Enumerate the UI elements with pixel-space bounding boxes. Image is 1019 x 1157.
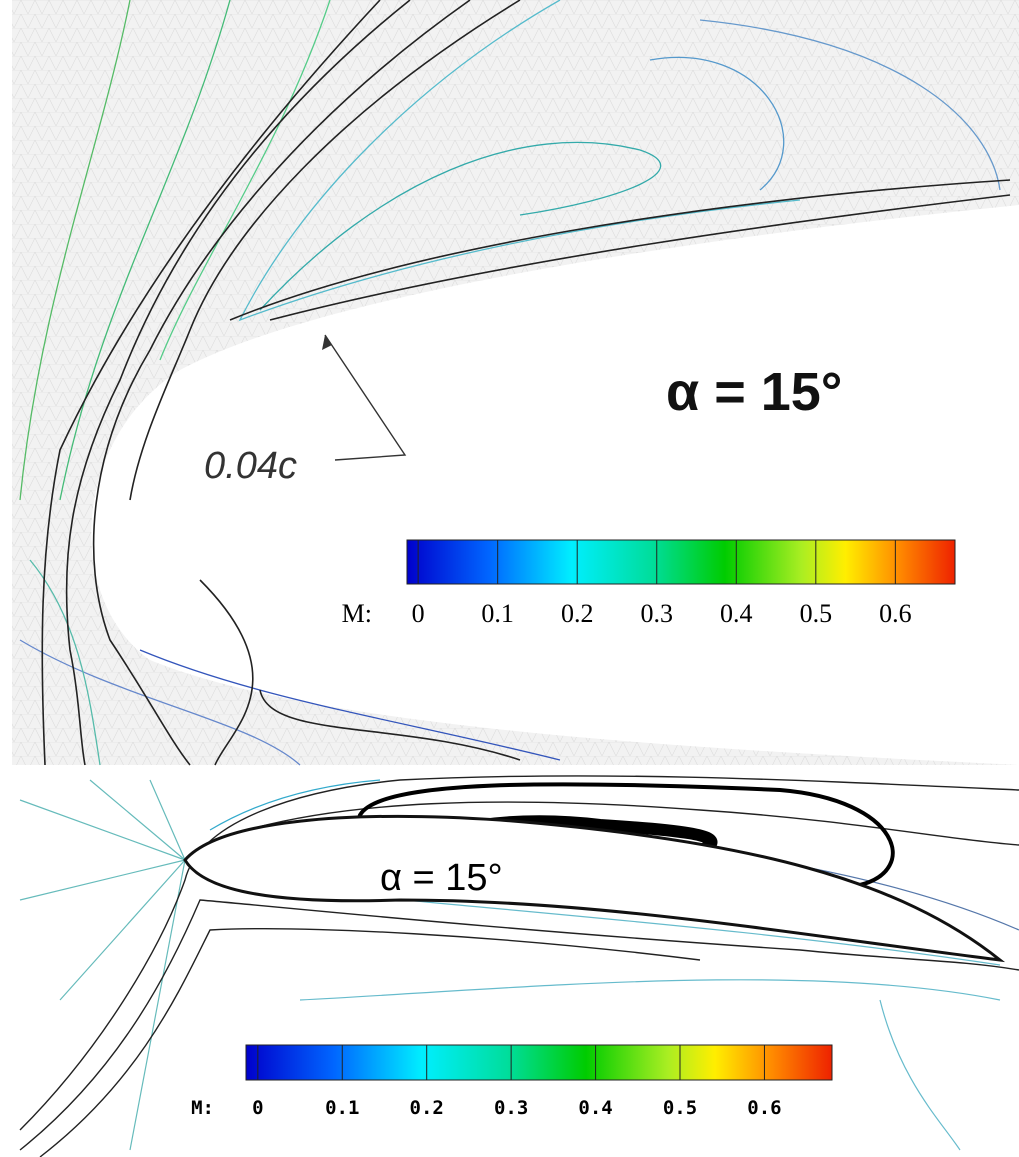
- colorbar-label: M:: [191, 1097, 214, 1119]
- colorbar-tick-label: 0.4: [720, 599, 753, 628]
- colorbar-tick-label: 0.2: [410, 1097, 444, 1119]
- colorbar-bar: [407, 540, 955, 584]
- angle-label: α = 15°: [666, 362, 842, 422]
- top-panel: 0.04c α = 15° M: 0 0.1 0.2 0.3 0.4 0.5 0.6: [12, 0, 1019, 765]
- colorbar-bar: [246, 1045, 832, 1080]
- colorbar-tick-label: 0.1: [325, 1097, 359, 1119]
- colorbar-tick-label: 0.4: [578, 1097, 612, 1119]
- colorbar-label: M:: [342, 599, 372, 628]
- colorbar-tick-label: 0.2: [561, 599, 594, 628]
- figure: 0.04c α = 15° M: 0 0.1 0.2 0.3 0.4 0.5 0.6 α = …: [0, 0, 1019, 1157]
- colorbar-tick-label: 0.5: [663, 1097, 697, 1119]
- angle-label: α = 15°: [380, 857, 503, 899]
- colorbar-tick-label: 0.3: [494, 1097, 528, 1119]
- colorbar-tick-label: 0.1: [481, 599, 514, 628]
- colorbar-tick-label: 0.3: [640, 599, 673, 628]
- thickness-label: 0.04c: [204, 445, 297, 487]
- colorbar-tick-label: 0.6: [747, 1097, 781, 1119]
- colorbar-tick-label: 0.6: [879, 599, 912, 628]
- bottom-panel: α = 15° M: 0 0.1 0.2 0.3 0.4 0.5 0.6: [12, 770, 1019, 1157]
- colorbar-tick-label: 0.5: [800, 599, 833, 628]
- colorbar-tick-label: 0: [252, 1097, 263, 1119]
- colorbar-tick-label: 0: [412, 599, 425, 628]
